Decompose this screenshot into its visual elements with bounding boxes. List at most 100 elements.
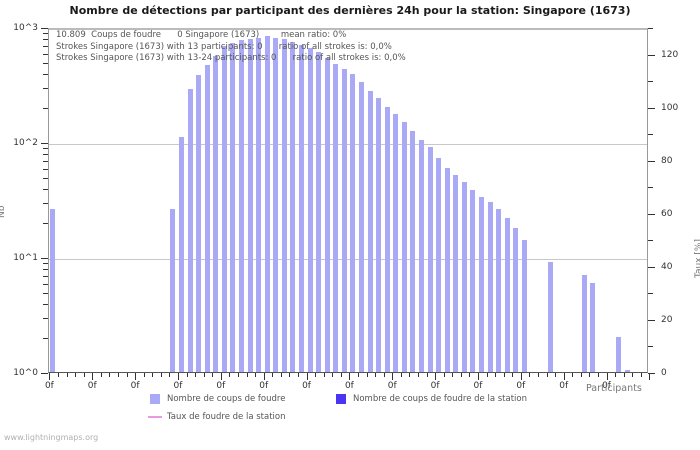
bar [350, 74, 356, 372]
y-axis-left-minor-tick [43, 148, 48, 150]
bar [50, 209, 56, 372]
x-axis-minor-tick [160, 373, 162, 377]
y-axis-right-tick-label: 100 [661, 102, 679, 113]
legend-swatch-icon [336, 394, 346, 404]
bar [410, 130, 416, 372]
y-axis-left-minor-tick [43, 263, 48, 265]
y-axis-right-tick [648, 319, 655, 321]
x-axis-tick-label: 0f [173, 381, 183, 391]
bar [581, 274, 587, 372]
y-axis-left-minor-tick [43, 177, 48, 179]
x-axis-tick-label: 0f [87, 381, 97, 391]
x-axis-minor-tick [315, 373, 317, 377]
y-axis-left-minor-tick [43, 223, 48, 225]
y-axis-left-minor-tick [43, 275, 48, 277]
gridline [49, 259, 647, 260]
x-axis-minor-tick [246, 373, 248, 377]
x-axis-minor-tick [143, 373, 145, 377]
x-axis-minor-tick [57, 373, 59, 377]
bar [333, 63, 339, 372]
watermark: www.lightningmaps.org [4, 433, 99, 442]
bar [376, 98, 382, 372]
bar [461, 181, 467, 372]
bar [418, 139, 424, 372]
x-axis-minor-tick [615, 373, 617, 377]
y-axis-left-minor-tick [43, 283, 48, 285]
y-axis-left-minor-tick [43, 88, 48, 90]
x-axis-minor-tick [486, 373, 488, 377]
bar [230, 43, 236, 372]
x-axis-minor-tick [452, 373, 454, 377]
x-axis-minor-tick [297, 373, 299, 377]
x-axis-minor-tick [383, 373, 385, 377]
bar [264, 36, 270, 372]
bar [487, 202, 493, 372]
y-axis-left-minor-tick [43, 269, 48, 271]
bar [367, 90, 373, 372]
x-axis-major-tick [477, 373, 479, 380]
y-axis-right-title: Taux [%] [694, 239, 700, 278]
x-axis-minor-tick [186, 373, 188, 377]
y-axis-left: 10^3 10^2 10^1 10^0 Nb [0, 23, 48, 378]
x-axis-tick-label: 0f [473, 381, 483, 391]
x-axis-minor-tick [580, 373, 582, 377]
bar [178, 137, 184, 372]
bar [281, 39, 287, 372]
x-axis-minor-tick [117, 373, 119, 377]
y-axis-left-tick-label: 10^1 [13, 253, 38, 263]
y-axis-right-tick [648, 54, 655, 56]
bar [213, 55, 219, 372]
x-axis-minor-tick [169, 373, 171, 377]
bar [238, 40, 244, 372]
x-axis-minor-tick [152, 373, 154, 377]
x-axis-minor-tick [83, 373, 85, 377]
x-axis-tick-label: 0f [259, 381, 269, 391]
bar [590, 282, 596, 372]
bar-series [49, 29, 647, 372]
bar [504, 217, 510, 372]
bar [307, 47, 313, 372]
legend-item[interactable]: Taux de foudre de la station [148, 412, 286, 422]
y-axis-left-minor-tick [43, 62, 48, 64]
x-axis-minor-tick [597, 373, 599, 377]
bar [316, 51, 322, 372]
chart-legend: Nombre de coups de foudre Nombre de coups… [148, 394, 580, 428]
x-axis-tick-label: 0f [302, 381, 311, 391]
y-axis-right-tick-label: 80 [661, 155, 673, 166]
bar [341, 69, 347, 372]
x-axis-minor-tick [340, 373, 342, 377]
bar [444, 167, 450, 372]
x-axis-minor-tick [537, 373, 539, 377]
bar [187, 88, 193, 372]
bar [247, 38, 253, 372]
y-axis-right-minor-tick [648, 346, 653, 348]
bar [470, 190, 476, 372]
y-axis-left-minor-tick [43, 73, 48, 75]
x-axis-minor-tick [323, 373, 325, 377]
bar [401, 121, 407, 372]
legend-swatch-icon [150, 394, 160, 404]
x-axis-minor-tick [237, 373, 239, 377]
bar [196, 75, 202, 372]
x-axis-minor-tick [272, 373, 274, 377]
y-axis-right-tick [648, 160, 655, 162]
x-axis-minor-tick [426, 373, 428, 377]
legend-line-icon [148, 416, 162, 418]
y-axis-right: 120 100 80 60 40 20 0 Taux [%] [648, 28, 700, 378]
bar [624, 370, 630, 372]
y-axis-left-minor-tick [43, 160, 48, 162]
x-axis-tick-label: 0f [344, 381, 354, 391]
x-axis-major-tick [306, 373, 308, 380]
x-axis-minor-tick [375, 373, 377, 377]
x-axis-minor-tick [75, 373, 77, 377]
y-axis-left-tick [41, 258, 48, 259]
y-axis-left-tick-label: 10^2 [13, 138, 38, 148]
bar [384, 107, 390, 372]
y-axis-right-tick [648, 266, 655, 268]
y-axis-right-tick [648, 373, 655, 374]
legend-item[interactable]: Nombre de coups de foudre de la station [336, 394, 527, 404]
legend-item[interactable]: Nombre de coups de foudre [150, 394, 285, 404]
x-axis-minor-tick [572, 373, 574, 377]
y-axis-left-minor-tick [43, 292, 48, 294]
y-axis-left-minor-tick [43, 53, 48, 55]
